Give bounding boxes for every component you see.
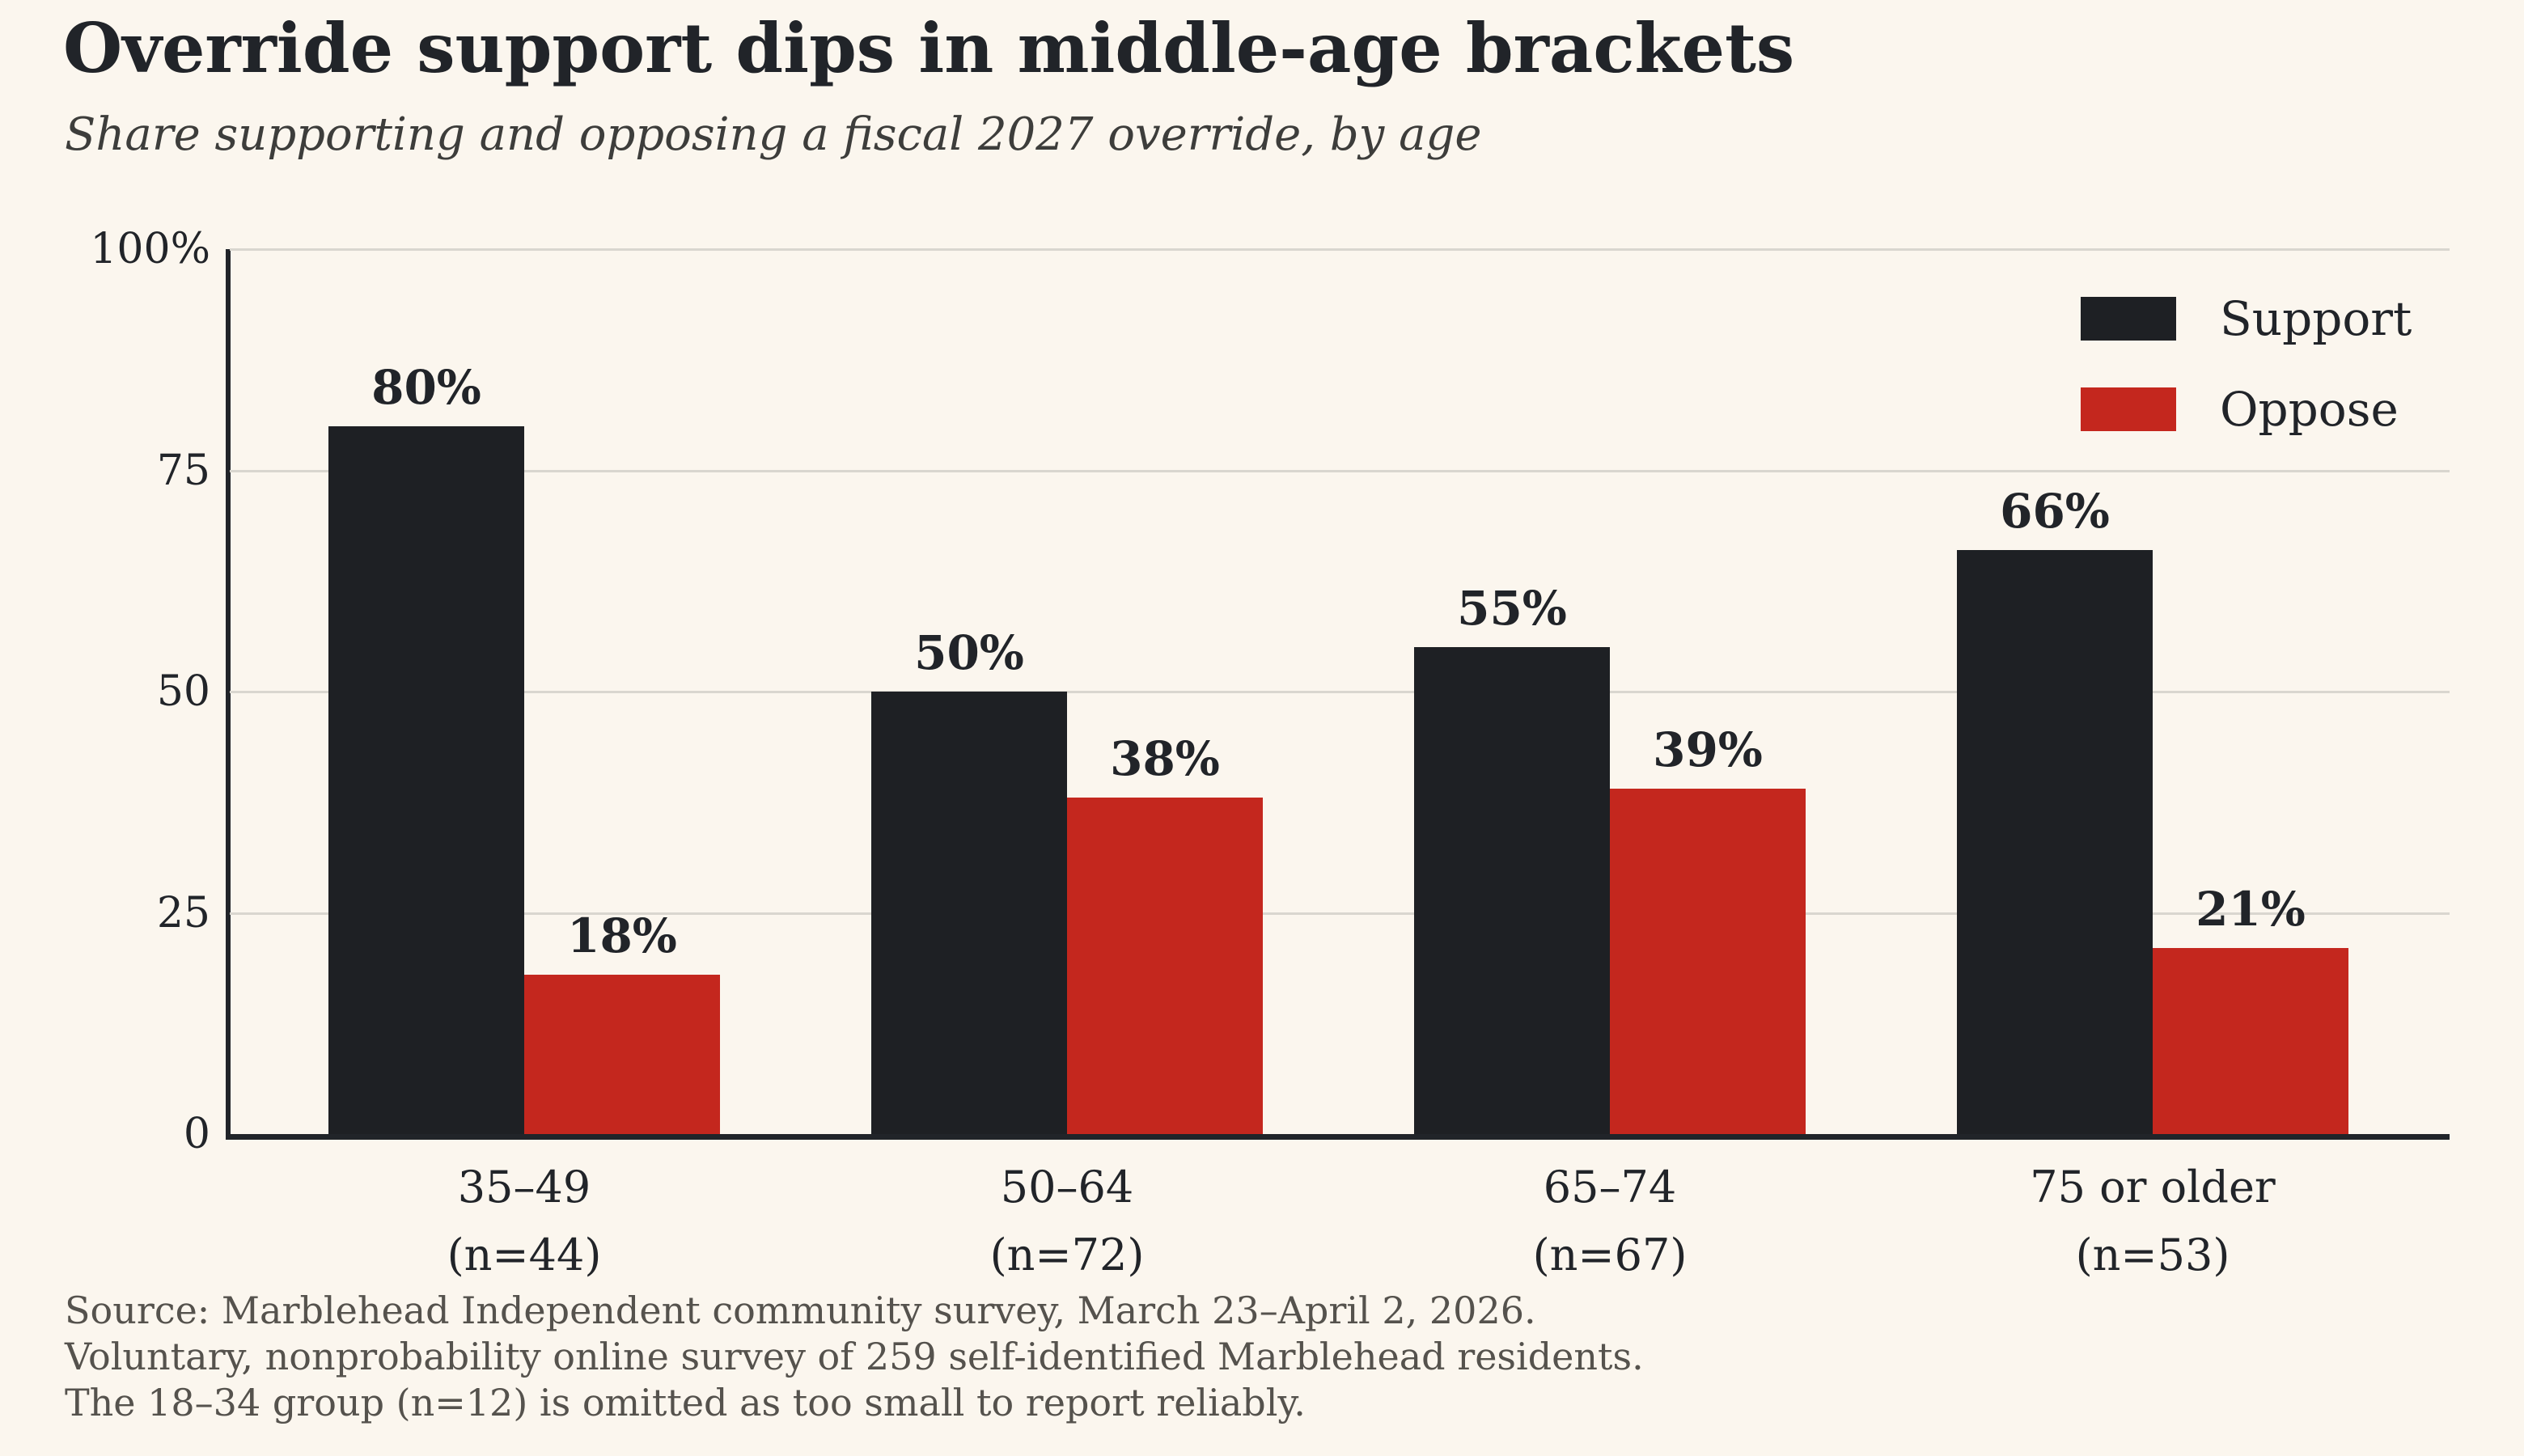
bar-oppose-50-64 xyxy=(1067,798,1263,1134)
value-label-oppose-35-49: 18% xyxy=(567,908,677,964)
source-note: Source: Marblehead Independent community… xyxy=(65,1288,1644,1426)
legend: Support Oppose xyxy=(2081,291,2412,437)
source-line-3: The 18–34 group (n=12) is omitted as too… xyxy=(65,1381,1306,1425)
legend-label-oppose: Oppose xyxy=(2220,382,2399,437)
legend-item-support: Support xyxy=(2081,291,2412,346)
bar-support-65-74 xyxy=(1414,647,1610,1134)
x-tick-sample-size: (n=67) xyxy=(1532,1229,1688,1280)
chart-title: Override support dips in middle-age brac… xyxy=(63,8,1795,88)
x-tick-label-35-49: 35–49 (n=44) xyxy=(447,1153,602,1289)
x-tick-sample-size: (n=44) xyxy=(447,1229,602,1280)
value-label-support-65-74: 55% xyxy=(1457,581,1567,637)
y-tick-label-75: 75 xyxy=(156,446,210,495)
x-tick-range: 50–64 xyxy=(1000,1162,1134,1213)
value-label-support-50-64: 50% xyxy=(914,625,1024,680)
bar-oppose-35-49 xyxy=(524,975,720,1134)
gridline-100 xyxy=(230,248,2450,251)
y-tick-label-0: 0 xyxy=(183,1110,210,1158)
legend-item-oppose: Oppose xyxy=(2081,382,2412,437)
x-tick-range: 75 or older xyxy=(2030,1162,2276,1213)
value-label-support-35-49: 80% xyxy=(371,359,481,415)
y-tick-label-25: 25 xyxy=(156,888,210,938)
x-axis-line xyxy=(226,1134,2450,1140)
x-tick-range: 65–74 xyxy=(1543,1162,1677,1213)
bar-oppose-75-or-older xyxy=(2153,948,2348,1134)
value-label-oppose-50-64: 38% xyxy=(1110,731,1220,787)
bar-support-50-64 xyxy=(871,692,1067,1134)
legend-swatch-oppose xyxy=(2081,387,2176,431)
value-label-oppose-65-74: 39% xyxy=(1653,722,1763,778)
source-line-2: Voluntary, nonprobability online survey … xyxy=(65,1335,1644,1379)
y-tick-label-50: 50 xyxy=(156,667,210,716)
source-line-1: Source: Marblehead Independent community… xyxy=(65,1289,1536,1332)
x-tick-range: 35–49 xyxy=(457,1162,591,1213)
value-label-support-75-or-older: 66% xyxy=(2000,483,2110,539)
gridline-25 xyxy=(230,912,2450,915)
x-tick-label-50-64: 50–64 (n=72) xyxy=(990,1153,1145,1289)
x-tick-sample-size: (n=53) xyxy=(2075,1229,2230,1280)
y-axis-line xyxy=(226,249,231,1139)
value-label-oppose-75-or-older: 21% xyxy=(2196,882,2306,938)
chart-subtitle: Share supporting and opposing a fiscal 2… xyxy=(65,108,1482,161)
bar-oppose-65-74 xyxy=(1610,789,1806,1134)
x-tick-sample-size: (n=72) xyxy=(989,1229,1145,1280)
gridline-50 xyxy=(230,691,2450,693)
y-tick-label-100: 100% xyxy=(90,225,210,273)
plot-area: 100% 75 50 25 0 80% 50% 55% 66% 18% 38% 39% 21% 35–49… xyxy=(90,225,2450,1280)
legend-swatch-support xyxy=(2081,297,2176,341)
gridline-75 xyxy=(230,469,2450,472)
x-tick-label-65-74: 65–74 (n=67) xyxy=(1533,1153,1688,1289)
bar-support-35-49 xyxy=(328,425,524,1134)
bar-support-75-or-older xyxy=(1957,549,2153,1134)
legend-label-support: Support xyxy=(2220,291,2412,346)
x-tick-label-75-or-older: 75 or older (n=53) xyxy=(2030,1153,2276,1289)
